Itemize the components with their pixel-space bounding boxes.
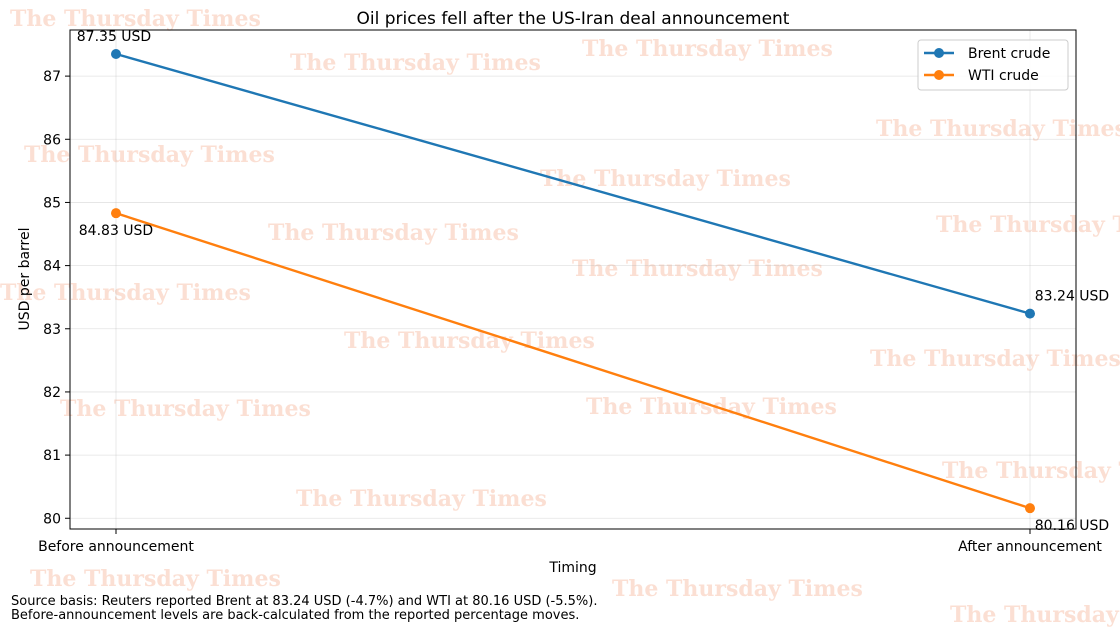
series-layer: 87.35 USD 83.24 USD 84.83 USD 80.16 USD xyxy=(77,29,1109,534)
legend: Brent crude WTI crude xyxy=(917,39,1069,91)
watermark-text: The Thursday Times xyxy=(942,458,1120,484)
legend-box xyxy=(917,39,1069,91)
watermark-text: The Thursday Times xyxy=(0,280,251,306)
legend-swatch-marker xyxy=(934,70,944,80)
data-point xyxy=(111,208,121,219)
y-tick-label: 80 xyxy=(43,511,61,527)
series-line xyxy=(115,212,1031,510)
watermark-text: The Thursday Times xyxy=(572,256,823,282)
y-tick-label: 81 xyxy=(43,448,61,464)
y-tick-label: 83 xyxy=(43,322,61,338)
y-axis: 80 81 82 83 84 85 86 87 xyxy=(43,69,70,527)
watermark-text: The Thursday Times xyxy=(290,50,541,76)
data-point xyxy=(111,49,121,60)
x-tick-label: After announcement xyxy=(958,539,1102,555)
watermark-text: The Thursday Times xyxy=(876,116,1120,142)
y-tick-label: 82 xyxy=(43,385,61,401)
watermark-text: The Thursday Times xyxy=(30,566,281,592)
data-point xyxy=(1025,308,1035,319)
watermark-text: The Thursday Times xyxy=(936,212,1120,238)
watermark-text: The Thursday Times xyxy=(612,576,863,602)
watermark-text: The Thursday Times xyxy=(344,328,595,354)
x-tick-label: Before announcement xyxy=(38,539,194,555)
x-axis: Before announcement After announcement xyxy=(38,529,1102,555)
watermark-text: The Thursday Times xyxy=(870,346,1120,372)
watermark-text: The Thursday Times xyxy=(540,166,791,192)
watermark-text: The Thursday Times xyxy=(268,220,519,246)
y-tick-label: 85 xyxy=(43,195,61,211)
data-label: 83.24 USD xyxy=(1035,289,1109,305)
watermark-text: The Thursday Times xyxy=(60,396,311,422)
watermark-text: The Thursday Times xyxy=(582,36,833,62)
source-note: Source basis: Reuters reported Brent at … xyxy=(11,594,598,609)
y-axis-label: USD per barrel xyxy=(17,228,33,331)
grid-lines xyxy=(70,30,1076,529)
legend-entry: WTI crude xyxy=(968,68,1039,84)
plot-area xyxy=(69,29,1077,530)
y-tick-label: 87 xyxy=(43,69,61,85)
x-axis-label: Timing xyxy=(548,560,596,576)
method-note: Before-announcement levels are back-calc… xyxy=(11,608,580,623)
watermark-layer: The Thursday Times The Thursday Times The … xyxy=(0,6,1120,628)
data-point xyxy=(1025,503,1035,514)
legend-swatch-marker xyxy=(934,48,944,58)
watermark-text: The Thursday Times xyxy=(296,486,547,512)
data-label: 80.16 USD xyxy=(1035,518,1109,534)
watermark-text: The Thursday Times xyxy=(950,602,1120,628)
data-label: 84.83 USD xyxy=(79,223,153,239)
watermark-text: The Thursday Times xyxy=(10,6,261,32)
legend-entry: Brent crude xyxy=(968,46,1050,62)
chart-title: Oil prices fell after the US-Iran deal a… xyxy=(357,9,790,29)
y-tick-label: 86 xyxy=(43,132,61,148)
watermark-text: The Thursday Times xyxy=(24,142,275,168)
y-tick-label: 84 xyxy=(43,259,61,275)
watermark-text: The Thursday Times xyxy=(586,394,837,420)
series-line xyxy=(115,52,1031,315)
data-label: 87.35 USD xyxy=(77,29,151,45)
